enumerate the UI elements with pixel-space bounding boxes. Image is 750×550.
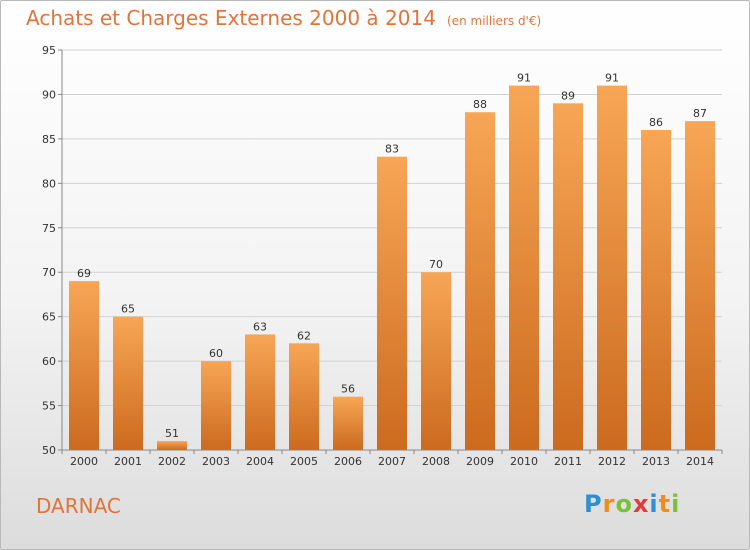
data-label: 69 [77, 267, 91, 280]
bar [289, 343, 319, 450]
y-tick-label: 70 [42, 266, 56, 279]
x-tick-label: 2004 [246, 455, 274, 468]
chart-title: Achats et Charges Externes 2000 à 2014 (… [26, 6, 541, 30]
x-tick-label: 2002 [158, 455, 186, 468]
x-tick-label: 2009 [466, 455, 494, 468]
data-label: 87 [693, 107, 707, 120]
logo-letter: o [615, 490, 633, 518]
x-tick-label: 2007 [378, 455, 406, 468]
logo-letter: r [602, 490, 616, 518]
bar [685, 121, 715, 450]
y-tick-label: 85 [42, 133, 56, 146]
y-tick-label: 55 [42, 400, 56, 413]
logo-letter: i [649, 490, 659, 518]
y-tick-label: 95 [42, 44, 56, 57]
x-tick-label: 2005 [290, 455, 318, 468]
data-label: 91 [605, 72, 619, 85]
logo-letter: i [671, 490, 681, 518]
data-label: 63 [253, 320, 267, 333]
data-label: 51 [165, 427, 179, 440]
bars-group: 69 65 51 60 63 62 56 83 70 88 91 89 91 86 87 [69, 72, 715, 451]
x-tick-label: 2012 [598, 455, 626, 468]
x-tick-label: 2013 [642, 455, 670, 468]
x-tick-label: 2010 [510, 455, 538, 468]
data-label: 91 [517, 72, 531, 85]
y-axis: 50 55 60 65 70 75 80 85 90 95 [42, 44, 63, 457]
x-tick-label: 2000 [70, 455, 98, 468]
bar [553, 103, 583, 451]
y-tick-label: 60 [42, 355, 56, 368]
bar [597, 85, 627, 450]
bar [509, 85, 539, 450]
data-label: 70 [429, 258, 443, 271]
x-axis: 2000 2001 2002 2003 2004 2005 2006 2007 2008 2009… [61, 449, 723, 468]
data-label: 65 [121, 303, 135, 316]
title-text: Achats et Charges Externes 2000 à 2014 [26, 6, 436, 30]
y-tick-label: 75 [42, 222, 56, 235]
data-label: 56 [341, 383, 355, 396]
bar [465, 112, 495, 450]
y-tick-label: 90 [42, 88, 56, 101]
data-label: 83 [385, 143, 399, 156]
bar [377, 156, 407, 450]
bar [421, 272, 451, 450]
data-label: 62 [297, 329, 311, 342]
data-label: 89 [561, 89, 575, 102]
x-tick-label: 2006 [334, 455, 362, 468]
logo-letter: x [632, 490, 650, 518]
y-tick-label: 50 [42, 444, 56, 457]
y-tick-label: 65 [42, 311, 56, 324]
x-tick-label: 2011 [554, 455, 582, 468]
bar [69, 281, 99, 450]
bar [641, 130, 671, 450]
data-label: 60 [209, 347, 223, 360]
x-tick-label: 2008 [422, 455, 450, 468]
commune-name: DARNAC [36, 494, 121, 518]
y-tick-label: 80 [42, 177, 56, 190]
data-label: 88 [473, 98, 487, 111]
bar [157, 441, 187, 450]
logo-letter: P [584, 490, 603, 518]
subtitle-text: (en milliers d'€) [447, 14, 542, 28]
x-tick-label: 2001 [114, 455, 142, 468]
proxiti-logo: Proxiti [584, 490, 680, 518]
logo-letter: t [658, 490, 672, 518]
x-tick-label: 2014 [686, 455, 714, 468]
data-label: 86 [649, 116, 663, 129]
bar [333, 396, 363, 450]
bar [201, 361, 231, 450]
bar [113, 316, 143, 450]
x-tick-label: 2003 [202, 455, 230, 468]
bar [245, 334, 275, 450]
